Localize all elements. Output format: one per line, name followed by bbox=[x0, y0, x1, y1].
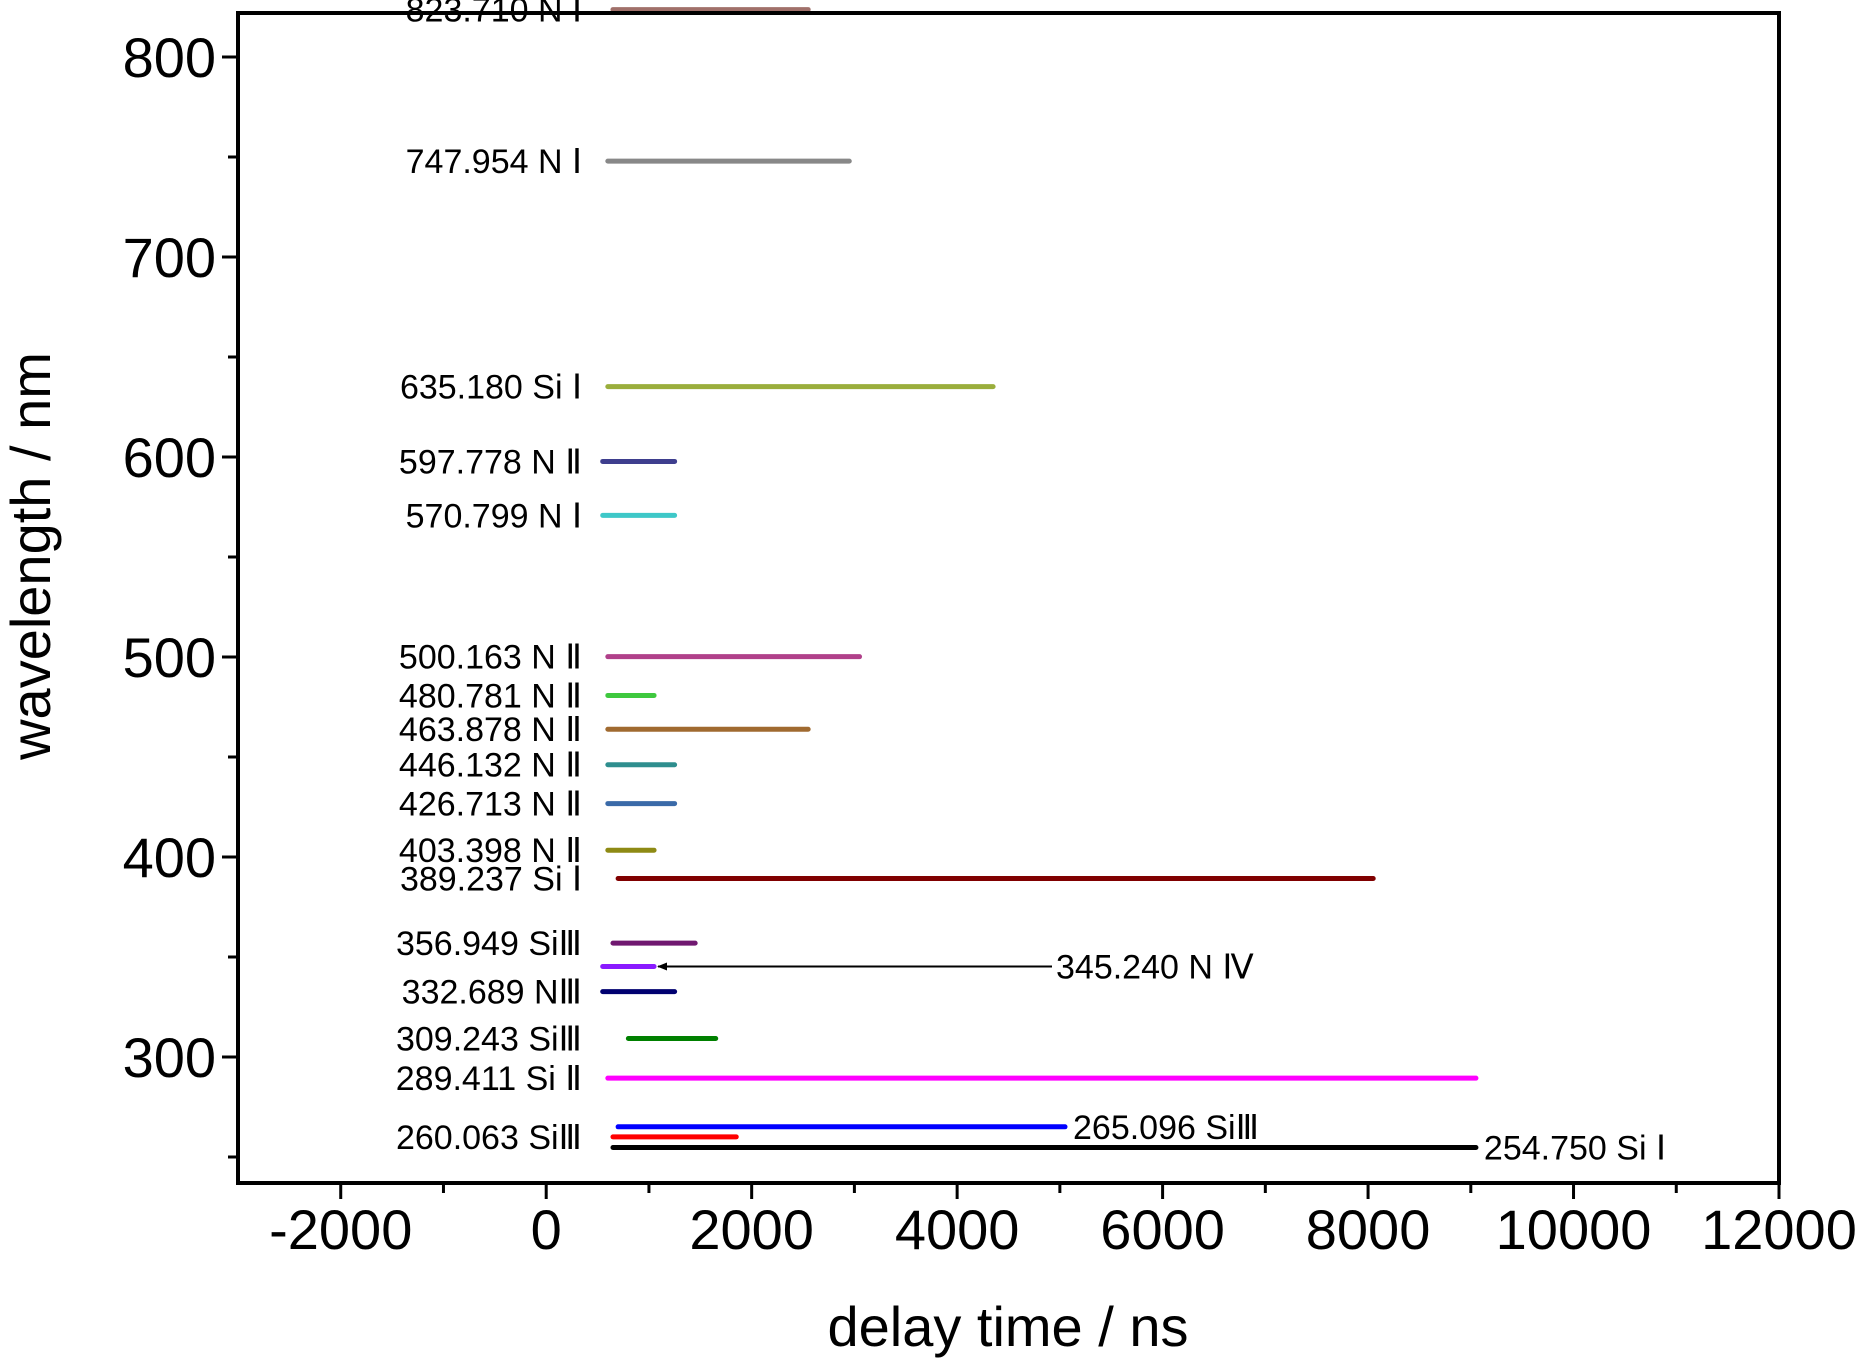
x-axis-title: delay time / ns bbox=[827, 1295, 1188, 1358]
y-tick-label: 700 bbox=[123, 226, 216, 289]
line-label: 500.163 N Ⅱ bbox=[399, 639, 582, 677]
line-label: 289.411 Si Ⅱ bbox=[396, 1060, 582, 1098]
line-label: 345.240 N Ⅳ bbox=[1056, 949, 1254, 987]
x-tick-label: 8000 bbox=[1306, 1198, 1431, 1261]
x-tick-label: 10000 bbox=[1496, 1198, 1652, 1261]
plot-frame bbox=[236, 11, 1781, 1185]
line-label: 332.689 NⅢ bbox=[402, 974, 582, 1012]
y-axis-title: wavelength / nm bbox=[0, 352, 62, 761]
line-label: 480.781 N Ⅱ bbox=[399, 677, 582, 715]
line-label: 597.778 N Ⅱ bbox=[399, 443, 582, 481]
line-label: 426.713 N Ⅱ bbox=[399, 786, 582, 824]
y-tick-label: 500 bbox=[123, 626, 216, 689]
y-tick-label: 600 bbox=[123, 426, 216, 489]
x-tick-label: 12000 bbox=[1701, 1198, 1856, 1261]
line-label: 635.180 Si Ⅰ bbox=[400, 369, 582, 407]
line-label: 446.132 N Ⅱ bbox=[399, 747, 582, 785]
line-label: 254.750 Si Ⅰ bbox=[1484, 1130, 1666, 1168]
x-tick-label: 6000 bbox=[1100, 1198, 1225, 1261]
line-label: 309.243 SiⅢ bbox=[396, 1021, 582, 1059]
line-label: 463.878 N Ⅱ bbox=[399, 711, 582, 749]
line-label: 356.949 SiⅢ bbox=[396, 925, 582, 963]
y-tick-label: 300 bbox=[123, 1026, 216, 1089]
x-tick-label: 0 bbox=[531, 1198, 562, 1261]
y-tick-label: 400 bbox=[123, 826, 216, 889]
line-label: 570.799 N Ⅰ bbox=[406, 497, 582, 535]
y-axis: 300 400 500 600 700 800 bbox=[123, 26, 238, 1159]
x-tick-label: 2000 bbox=[689, 1198, 814, 1261]
x-tick-label: -2000 bbox=[269, 1198, 412, 1261]
line-label: 260.063 SiⅢ bbox=[396, 1119, 582, 1157]
y-tick-label: 800 bbox=[123, 26, 216, 89]
line-label: 747.954 N Ⅰ bbox=[406, 143, 582, 181]
line-label: 265.096 SiⅢ bbox=[1073, 1109, 1259, 1147]
line-label: 389.237 Si Ⅰ bbox=[400, 861, 582, 899]
line-label: 403.398 N Ⅱ bbox=[399, 832, 582, 870]
x-tick-label: 4000 bbox=[895, 1198, 1020, 1261]
x-axis: -2000 0 2000 4000 6000 8000 10000 12000 bbox=[269, 1183, 1856, 1261]
